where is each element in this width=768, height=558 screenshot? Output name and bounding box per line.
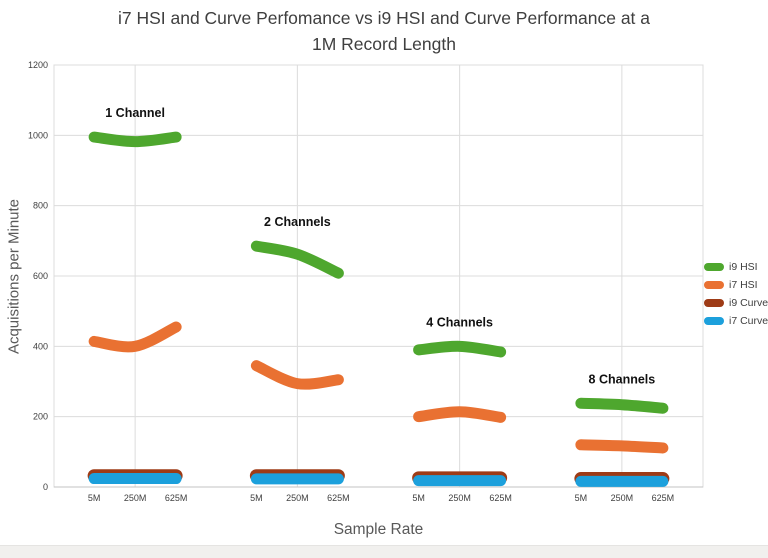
x-tick-label: 625M — [652, 493, 675, 503]
footer-strip — [0, 545, 768, 558]
x-tick-label: 5M — [88, 493, 101, 503]
x-tick-label: 625M — [165, 493, 188, 503]
y-tick-label: 600 — [33, 271, 48, 281]
legend-swatch-i7-curve-icon — [704, 316, 724, 325]
legend-item-i7-hsi: i7 HSI — [704, 278, 768, 291]
group-annotation: 4 Channels — [426, 315, 493, 329]
y-tick-label: 400 — [33, 341, 48, 351]
legend-swatch-i9-curve-icon — [704, 298, 724, 307]
series-line-i7-hsi-group-3 — [413, 406, 507, 423]
y-tick-label: 1200 — [28, 60, 48, 70]
series-line-i9-hsi-group-3 — [413, 340, 507, 358]
group-annotation: 8 Channels — [589, 372, 656, 386]
chart-title: i7 HSI and Curve Perfomance vs i9 HSI an… — [117, 8, 651, 54]
y-tick-label: 200 — [33, 412, 48, 422]
legend-item-i7-curve: i7 Curve — [704, 314, 768, 327]
y-tick-label: 800 — [33, 201, 48, 211]
x-tick-label: 5M — [250, 493, 263, 503]
x-tick-label: 625M — [327, 493, 350, 503]
legend-item-i9-curve: i9 Curve — [704, 296, 768, 309]
legend-label: i9 Curve — [729, 296, 768, 309]
x-tick-label: 250M — [611, 493, 634, 503]
series-line-i7-hsi-group-2 — [250, 360, 344, 390]
x-tick-label: 250M — [448, 493, 471, 503]
series-line-i7-hsi-group-1 — [88, 321, 182, 353]
x-axis-title: Sample Rate — [333, 521, 424, 538]
series-line-i9-hsi-group-1 — [88, 131, 182, 148]
group-annotation: 2 Channels — [264, 215, 331, 229]
legend-item-i9-hsi: i9 HSI — [704, 260, 768, 273]
y-tick-label: 0 — [43, 482, 48, 492]
series-line-i7-hsi-group-4 — [575, 439, 669, 454]
legend-label: i7 Curve — [729, 314, 768, 327]
x-tick-label: 5M — [412, 493, 425, 503]
x-tick-label: 5M — [575, 493, 588, 503]
series-line-i9-hsi-group-4 — [575, 397, 669, 414]
y-axis-title: Acquisitions per Minute — [5, 198, 23, 355]
legend: i9 HSI i7 HSI i9 Curve i7 Curve — [704, 260, 768, 327]
x-tick-label: 625M — [489, 493, 512, 503]
x-tick-label: 250M — [286, 493, 309, 503]
legend-swatch-i9-hsi-icon — [704, 262, 724, 271]
x-tick-label: 250M — [124, 493, 147, 503]
y-tick-label: 1000 — [28, 130, 48, 140]
series-line-i9-hsi-group-2 — [250, 240, 344, 279]
legend-label: i9 HSI — [729, 260, 758, 273]
legend-swatch-i7-hsi-icon — [704, 280, 724, 289]
group-annotation: 1 Channel — [105, 106, 165, 120]
legend-label: i7 HSI — [729, 278, 758, 291]
